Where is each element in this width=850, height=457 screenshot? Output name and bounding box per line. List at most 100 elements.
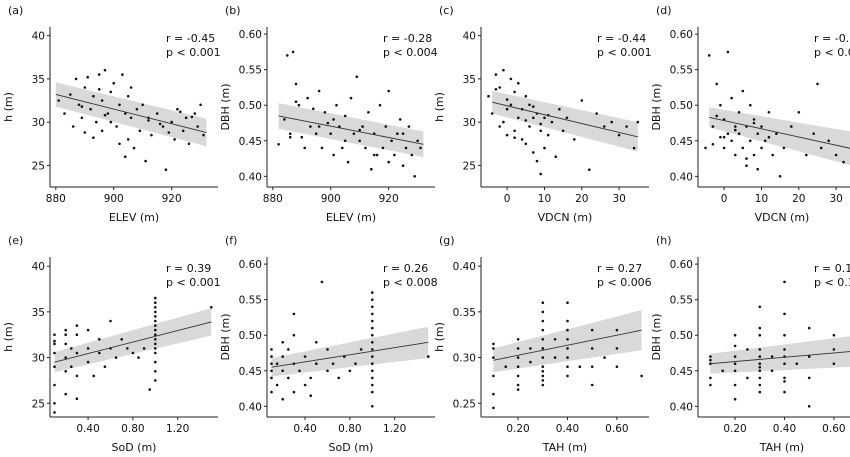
data-point — [509, 103, 513, 107]
data-point — [603, 356, 606, 359]
data-point — [53, 365, 56, 369]
data-point — [398, 118, 402, 121]
y-tick-label: 0.55 — [670, 295, 693, 307]
r-value: r = 0.39 — [166, 262, 211, 275]
data-point — [320, 280, 324, 284]
data-point — [816, 82, 819, 86]
regression-line — [278, 115, 424, 145]
data-point — [797, 111, 801, 114]
data-point — [331, 362, 335, 366]
y-tick-label: 0.35 — [453, 307, 476, 319]
data-point — [277, 143, 280, 146]
data-point — [539, 172, 542, 176]
data-point — [541, 347, 545, 350]
data-point — [561, 129, 565, 133]
data-point — [535, 159, 539, 163]
data-point — [281, 355, 285, 358]
data-point — [492, 342, 495, 346]
data-point — [173, 138, 176, 141]
data-point — [77, 103, 81, 107]
data-point — [783, 348, 786, 351]
data-point — [329, 132, 333, 135]
data-point — [370, 167, 373, 171]
data-point — [492, 356, 495, 359]
data-point — [516, 365, 520, 369]
data-point — [371, 291, 374, 294]
data-point — [80, 105, 84, 108]
data-point — [513, 129, 516, 133]
data-point — [550, 120, 554, 124]
y-axis-label: DBH (m) — [650, 313, 663, 360]
x-tick-label: 1.20 — [383, 423, 406, 435]
data-point — [509, 77, 513, 81]
data-points — [704, 50, 850, 178]
data-point — [63, 112, 66, 115]
y-tick-label: 0.45 — [670, 366, 693, 378]
data-point — [758, 333, 762, 337]
data-point — [210, 306, 213, 309]
data-point — [566, 365, 569, 369]
data-point — [100, 129, 104, 133]
data-point — [782, 146, 786, 150]
data-point — [827, 139, 830, 143]
data-point — [733, 383, 737, 387]
data-point — [528, 125, 531, 128]
data-point — [109, 319, 112, 323]
data-point — [69, 93, 72, 96]
data-point — [807, 355, 811, 358]
data-point — [615, 365, 619, 369]
data-point — [726, 50, 730, 54]
confidence-band — [492, 91, 638, 152]
y-tick-label: 0.55 — [670, 65, 693, 77]
x-tick-label: 0.20 — [506, 423, 529, 435]
r-value: r = -0.28 — [383, 32, 432, 45]
data-point — [309, 376, 313, 380]
data-point — [129, 86, 133, 89]
p-value: p < 0.006 — [597, 276, 652, 289]
data-point — [147, 119, 150, 122]
data-point — [161, 125, 165, 128]
x-axis-label: ELEV (m) — [326, 211, 376, 224]
data-point — [752, 118, 756, 121]
data-point — [749, 139, 752, 143]
y-tick-label: 0.40 — [453, 261, 476, 273]
data-point — [287, 376, 290, 380]
y-tick-label: 0.45 — [670, 136, 693, 148]
y-tick-label: 30 — [463, 117, 476, 129]
data-point — [372, 153, 376, 157]
data-point — [124, 155, 127, 158]
data-point — [167, 131, 171, 134]
data-point — [323, 111, 327, 114]
data-point — [371, 362, 374, 366]
data-point — [532, 151, 535, 154]
data-point — [53, 339, 56, 343]
data-point — [303, 355, 307, 358]
data-point — [83, 86, 87, 89]
data-point — [541, 310, 545, 314]
data-point — [270, 362, 273, 366]
data-point — [126, 94, 130, 98]
data-point — [539, 129, 542, 133]
regression-line — [54, 321, 212, 363]
data-point — [733, 333, 737, 337]
data-point — [86, 360, 90, 364]
data-point — [275, 383, 279, 387]
data-point — [154, 351, 157, 355]
data-point — [154, 333, 157, 337]
data-point — [155, 112, 159, 115]
data-point — [291, 50, 295, 54]
data-point — [154, 347, 157, 350]
data-point — [558, 107, 561, 111]
data-point — [790, 125, 793, 128]
data-point — [722, 146, 726, 150]
data-point — [734, 153, 737, 157]
data-point — [309, 394, 313, 398]
y-tick-label: 0.50 — [239, 330, 262, 342]
data-point — [760, 146, 763, 150]
data-point — [494, 73, 498, 76]
data-point — [317, 89, 321, 93]
data-point — [109, 90, 113, 94]
data-point — [498, 86, 502, 89]
data-point — [590, 365, 594, 369]
